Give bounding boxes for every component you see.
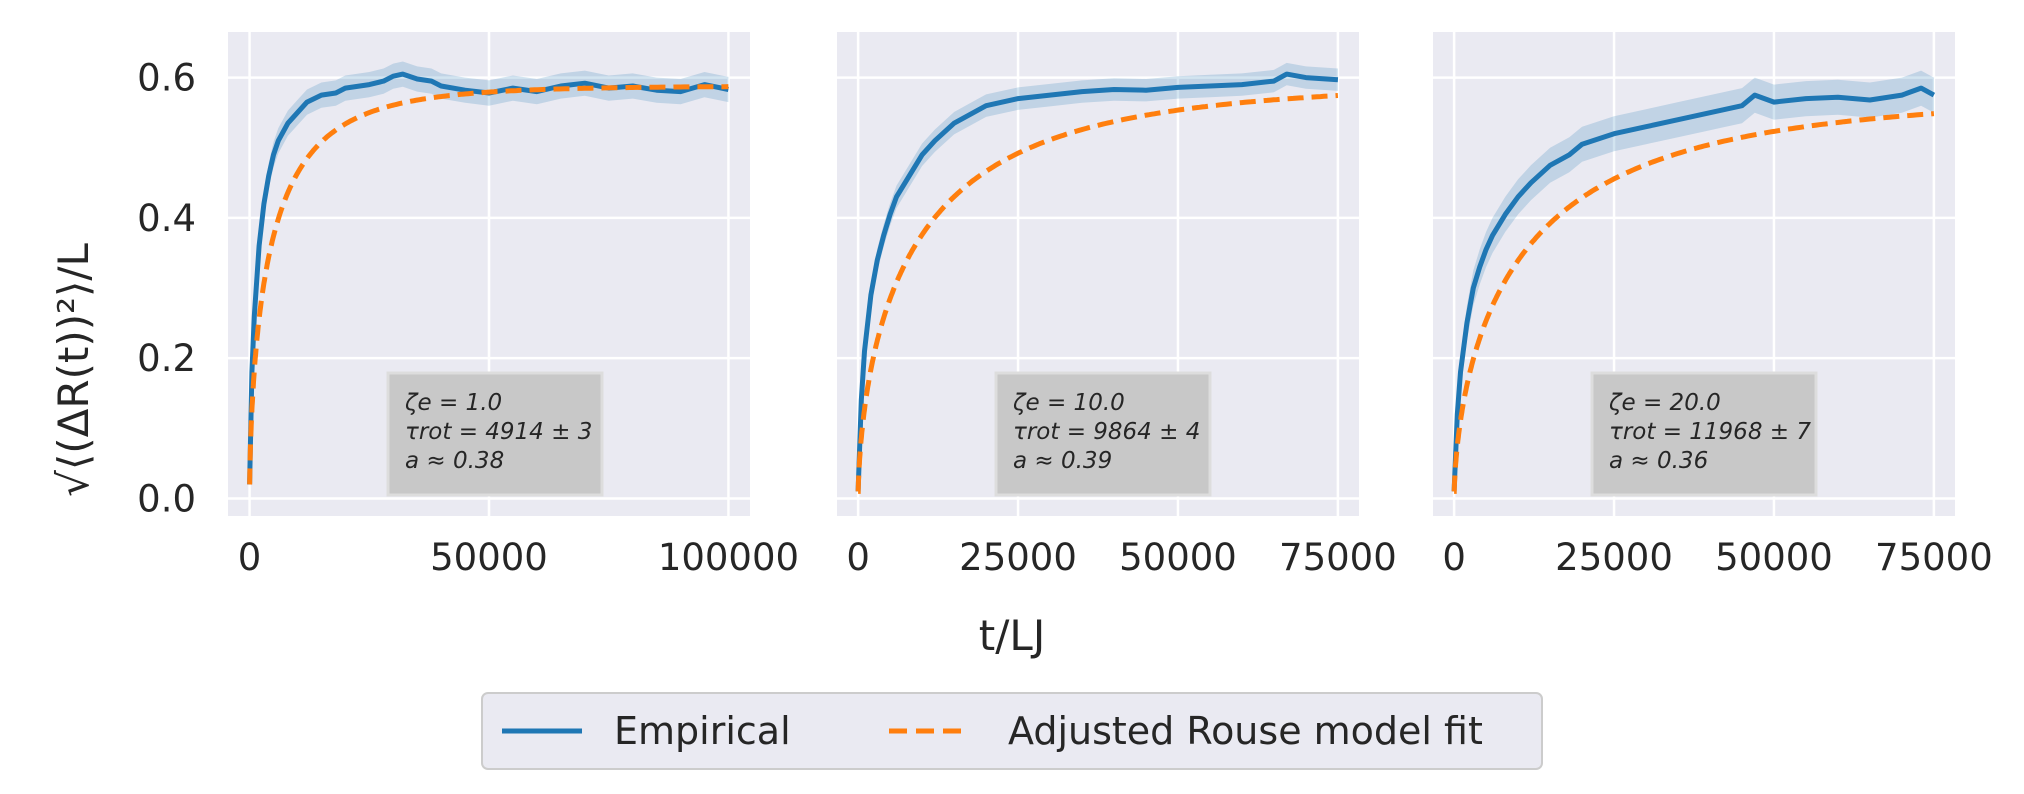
annotation-text: ζe = 10.0: [1012, 390, 1125, 416]
annotation-text: ζe = 1.0: [404, 390, 502, 416]
panel-2: 0 25000 50000 75000 ζe = 10.0 τrot = 9864 ± 4…: [837, 32, 1397, 579]
empirical-confidence-band: [1454, 70, 1934, 495]
y-tick-label: 0.2: [137, 337, 196, 380]
x-tick-label: 75000: [1279, 536, 1397, 579]
empirical-confidence-band: [249, 61, 729, 488]
annotation-text: ζe = 20.0: [1608, 390, 1721, 416]
x-tick-label: 25000: [1555, 536, 1673, 579]
panel-1: 0 50000 100000 0.0 0.2 0.4 0.6 ζe = 1.0 τrot = 4…: [137, 32, 799, 579]
y-tick-label: 0.0: [137, 477, 196, 520]
annotation-box: [386, 371, 604, 497]
fit-series-line: [247, 84, 729, 485]
annotation-text: a ≈ 0.39: [1013, 448, 1112, 474]
x-axis-label: t/LJ: [979, 611, 1045, 660]
x-tick-label: 100000: [658, 536, 799, 579]
annotation-text: a ≈ 0.38: [405, 448, 504, 474]
fit-series-line: [1451, 111, 1935, 494]
legend: Empirical Adjusted Rouse model fit: [481, 692, 1543, 770]
panel-3: 0 25000 50000 75000 ζe = 20.0 τrot = 11968 ± …: [1433, 32, 1993, 579]
x-tick-label: 25000: [959, 536, 1077, 579]
empirical-series-line: [247, 71, 729, 485]
x-tick-label: 50000: [430, 536, 548, 579]
empirical-series-line: [855, 71, 1339, 492]
legend-box: [481, 692, 1543, 770]
y-tick-label: 0.6: [137, 57, 196, 100]
legend-label-fit: Adjusted Rouse model fit: [1008, 709, 1483, 753]
x-tick-label: 0: [846, 536, 870, 579]
y-axis-label: √⟨(ΔR(t))²⟩/L: [49, 242, 98, 496]
legend-label-empirical: Empirical: [614, 709, 791, 753]
y-tick-label: 0.4: [137, 197, 196, 240]
x-tick-label: 50000: [1715, 536, 1833, 579]
annotation-text: τrot = 9864 ± 4: [1013, 419, 1200, 445]
x-tick-label: 75000: [1875, 536, 1993, 579]
annotation-text: τrot = 11968 ± 7: [1609, 419, 1811, 445]
annotation-text: a ≈ 0.36: [1609, 448, 1708, 474]
x-tick-label: 50000: [1119, 536, 1237, 579]
annotation-text: τrot = 4914 ± 3: [405, 419, 592, 445]
x-tick-label: 0: [1442, 536, 1466, 579]
annotation-box: [1590, 371, 1818, 497]
fit-series-line: [855, 93, 1339, 494]
annotation-box: [994, 371, 1212, 497]
empirical-series-line: [1451, 85, 1936, 492]
x-tick-label: 0: [238, 536, 262, 579]
